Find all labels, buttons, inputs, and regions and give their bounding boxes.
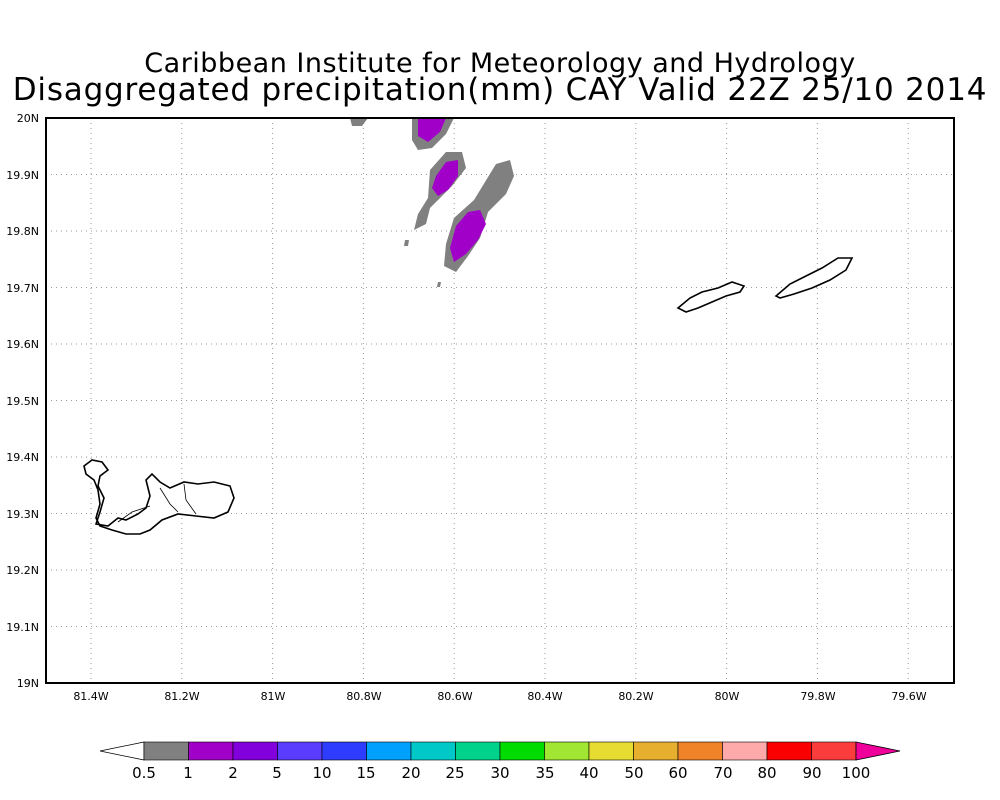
lon-tick-label: 81.2W [164, 690, 199, 703]
lat-tick-label: 19.5N [6, 395, 39, 408]
colorbar-swatch [321, 741, 367, 761]
precip-cell-gray [350, 118, 368, 126]
colorbar-swatch [366, 741, 412, 761]
colorbar-swatch [143, 741, 189, 761]
colorbar-swatch [588, 741, 634, 761]
colorbar-right-triangle [855, 741, 901, 761]
precip-cell-purple [418, 118, 446, 142]
lat-tick-label: 19.1N [6, 621, 39, 634]
colorbar-swatch [232, 741, 278, 761]
precipitation-cells [350, 118, 514, 287]
colorbar-label: 30 [490, 764, 509, 782]
map-grid [46, 118, 954, 683]
lat-tick-label: 19N [17, 677, 39, 690]
colorbar-swatch [188, 741, 234, 761]
colorbar-swatch [499, 741, 545, 761]
colorbar-label: 25 [445, 764, 464, 782]
lon-tick-label: 80.8W [346, 690, 381, 703]
lon-tick-label: 81.4W [73, 690, 108, 703]
colorbar-label: 5 [272, 764, 282, 782]
colorbar-label: 100 [842, 764, 871, 782]
latitude-tick-labels: 20N 19.9N 19.8N 19.7N 19.6N 19.5N 19.4N … [6, 112, 39, 690]
colorbar-label: 80 [757, 764, 776, 782]
lon-tick-label: 80.2W [618, 690, 653, 703]
colorbar-swatch [544, 741, 590, 761]
lat-tick-label: 19.9N [6, 169, 39, 182]
colorbar-left-triangle [99, 741, 145, 761]
cayman-islands [83, 257, 854, 535]
precip-cell-purple [450, 210, 486, 262]
lon-tick-label: 79.6W [891, 690, 926, 703]
map-title-product: Disaggregated precipitation(mm) CAY Vali… [12, 72, 988, 108]
precip-cell-gray [404, 240, 409, 246]
colorbar-swatch [633, 741, 679, 761]
colorbar-label: 15 [356, 764, 375, 782]
lon-tick-label: 80.4W [527, 690, 562, 703]
colorbar-label: 1 [183, 764, 193, 782]
colorbar-label: 50 [624, 764, 643, 782]
lat-tick-label: 19.4N [6, 451, 39, 464]
cayman-brac-outline [774, 257, 854, 299]
colorbar-label: 0.5 [132, 764, 156, 782]
colorbar-swatch [677, 741, 723, 761]
lat-tick-label: 19.2N [6, 564, 39, 577]
lon-tick-label: 79.8W [800, 690, 835, 703]
colorbar-label: 40 [579, 764, 598, 782]
colorbar-label: 35 [535, 764, 554, 782]
lat-tick-label: 19.3N [6, 508, 39, 521]
colorbar-label: 90 [802, 764, 821, 782]
lon-tick-label: 81W [261, 690, 286, 703]
lat-tick-label: 19.7N [6, 282, 39, 295]
colorbar-swatch [766, 741, 812, 761]
longitude-tick-labels: 81.4W 81.2W 81W 80.8W 80.6W 80.4W 80.2W … [73, 690, 926, 703]
lon-tick-label: 80W [715, 690, 740, 703]
colorbar-label: 60 [668, 764, 687, 782]
map-frame [45, 117, 955, 684]
grand-cayman-outline [83, 459, 235, 535]
colorbar-swatch [410, 741, 456, 761]
lon-tick-label: 80.6W [437, 690, 472, 703]
little-cayman-outline [676, 281, 746, 313]
precip-cell-gray [437, 282, 441, 287]
precip-cell-purple [432, 160, 458, 196]
colorbar-label: 70 [713, 764, 732, 782]
colorbar-swatch [455, 741, 501, 761]
colorbar-swatch [811, 741, 857, 761]
colorbar-label: 2 [228, 764, 238, 782]
lat-tick-label: 19.6N [6, 338, 39, 351]
colorbar-swatch [722, 741, 768, 761]
precipitation-colorbar: 0.5 1 2 5 10 15 20 25 30 35 40 50 60 70 … [99, 741, 901, 782]
lat-tick-label: 20N [17, 112, 39, 125]
map-title-institute: Caribbean Institute for Meteorology and … [144, 48, 856, 79]
colorbar-label: 10 [312, 764, 331, 782]
lat-tick-label: 19.8N [6, 225, 39, 238]
colorbar-label: 20 [401, 764, 420, 782]
colorbar-swatch [277, 741, 323, 761]
